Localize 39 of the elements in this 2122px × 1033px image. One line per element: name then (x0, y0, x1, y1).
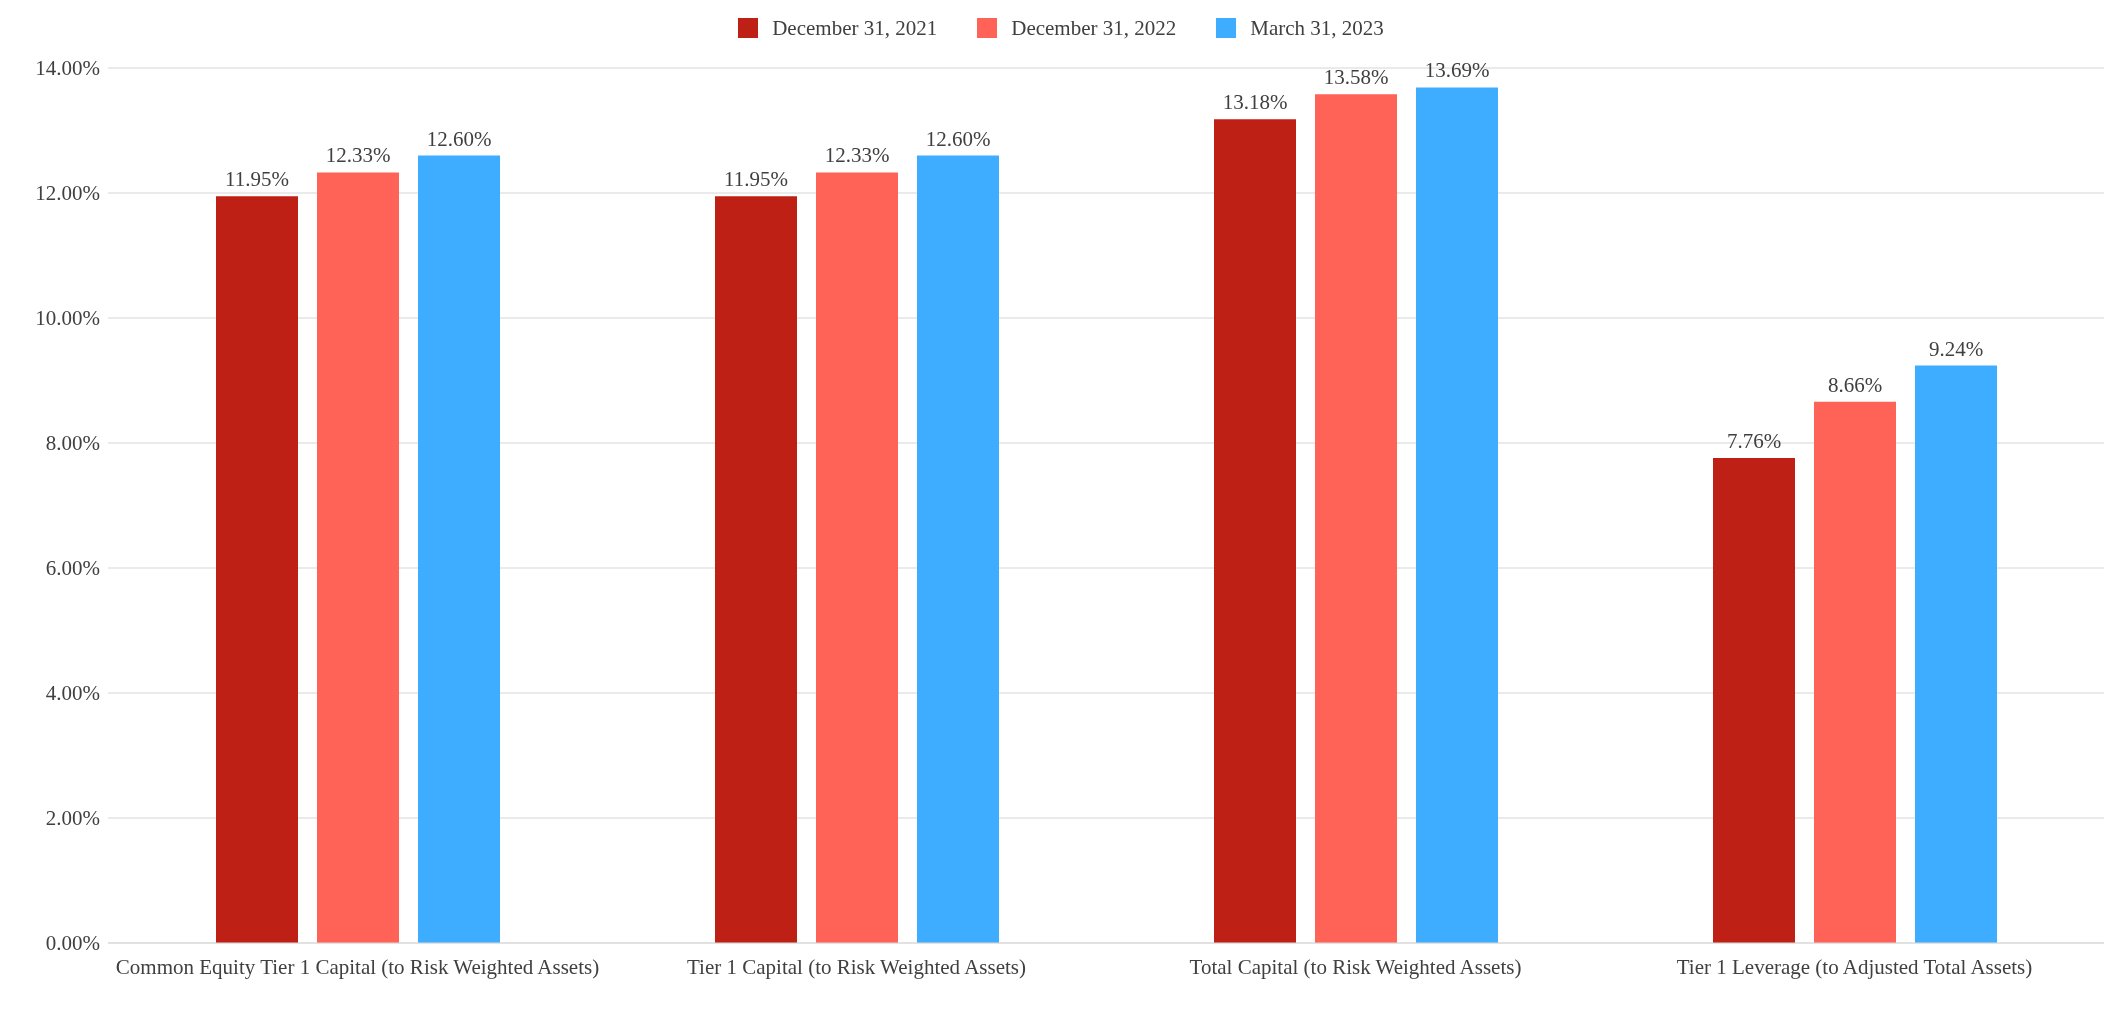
data-label: 11.95% (724, 167, 788, 192)
y-tick-label: 14.00% (35, 56, 100, 81)
y-tick-label: 8.00% (45, 431, 100, 456)
y-tick-label: 10.00% (35, 306, 100, 331)
bar (418, 155, 500, 943)
data-label: 9.24% (1928, 336, 1984, 361)
data-label: 13.18% (1222, 90, 1288, 115)
bar (1713, 458, 1795, 943)
bar (216, 196, 298, 943)
data-label: 12.33% (824, 143, 890, 168)
y-tick-label: 2.00% (45, 806, 100, 831)
y-tick-label: 12.00% (35, 181, 100, 206)
y-tick-label: 6.00% (45, 556, 100, 581)
legend-label: March 31, 2023 (1250, 15, 1384, 41)
legend-label: December 31, 2021 (772, 15, 938, 41)
x-tick-label: Common Equity Tier 1 Capital (to Risk Weighted Assets) (115, 954, 600, 979)
x-tick-label: Tier 1 Leverage (to Adjusted Total Assets) (1676, 954, 2033, 979)
bar (1814, 401, 1896, 943)
y-tick-label: 4.00% (45, 681, 100, 706)
x-tick-label: Total Capital (to Risk Weighted Assets) (1189, 954, 1522, 979)
data-label: 11.95% (225, 167, 289, 192)
data-label: 7.76% (1726, 429, 1782, 453)
data-label: 13.69% (1424, 58, 1490, 83)
data-label: 13.58% (1323, 65, 1389, 90)
bar (317, 172, 399, 943)
bar (917, 155, 999, 943)
data-label: 12.60% (426, 126, 492, 151)
data-label: 12.60% (925, 126, 991, 151)
data-label: 8.66% (1827, 372, 1883, 397)
bar (1214, 119, 1296, 943)
data-label: 12.33% (325, 143, 391, 168)
bar (1315, 94, 1397, 943)
bar (816, 172, 898, 943)
bar (1416, 87, 1498, 943)
y-tick-label: 0.00% (45, 931, 100, 956)
bar (1915, 365, 1997, 943)
legend-label: December 31, 2022 (1011, 15, 1177, 41)
bar (715, 196, 797, 943)
x-tick-label: Tier 1 Capital (to Risk Weighted Assets) (687, 954, 1026, 979)
